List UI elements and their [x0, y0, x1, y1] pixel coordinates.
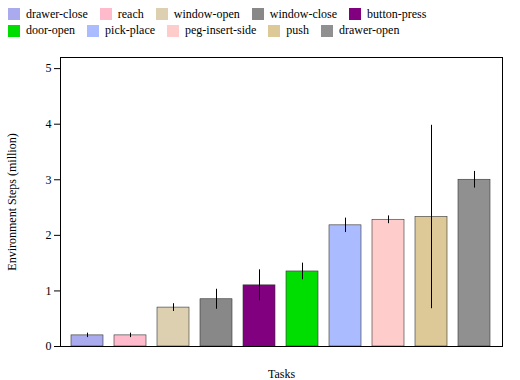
svg-text:5: 5 — [46, 61, 52, 75]
html-text:peg-insert-side: peg-insert-side — [185, 23, 257, 38]
html-text:reach: reach — [117, 6, 144, 21]
svg-text:3: 3 — [46, 173, 52, 187]
svg-text:2: 2 — [46, 228, 52, 242]
svg-text:Environment Steps (million): Environment Steps (million) — [5, 133, 19, 270]
html-text:push: push — [286, 23, 309, 38]
html-text:window-open: window-open — [173, 6, 240, 21]
html-text:pick-place: pick-place — [105, 23, 155, 38]
svg-text:4: 4 — [46, 117, 52, 131]
html-text:drawer-close: drawer-close — [26, 6, 88, 21]
html-text:button-press: button-press — [367, 6, 427, 21]
html-text:window-close: window-close — [269, 6, 337, 21]
svg-text:Tasks: Tasks — [268, 367, 295, 380]
html-text:drawer-open: drawer-open — [339, 23, 400, 38]
svg-text:1: 1 — [46, 284, 52, 298]
svg-text:0: 0 — [46, 339, 52, 353]
html-text:door-open: door-open — [26, 23, 76, 38]
